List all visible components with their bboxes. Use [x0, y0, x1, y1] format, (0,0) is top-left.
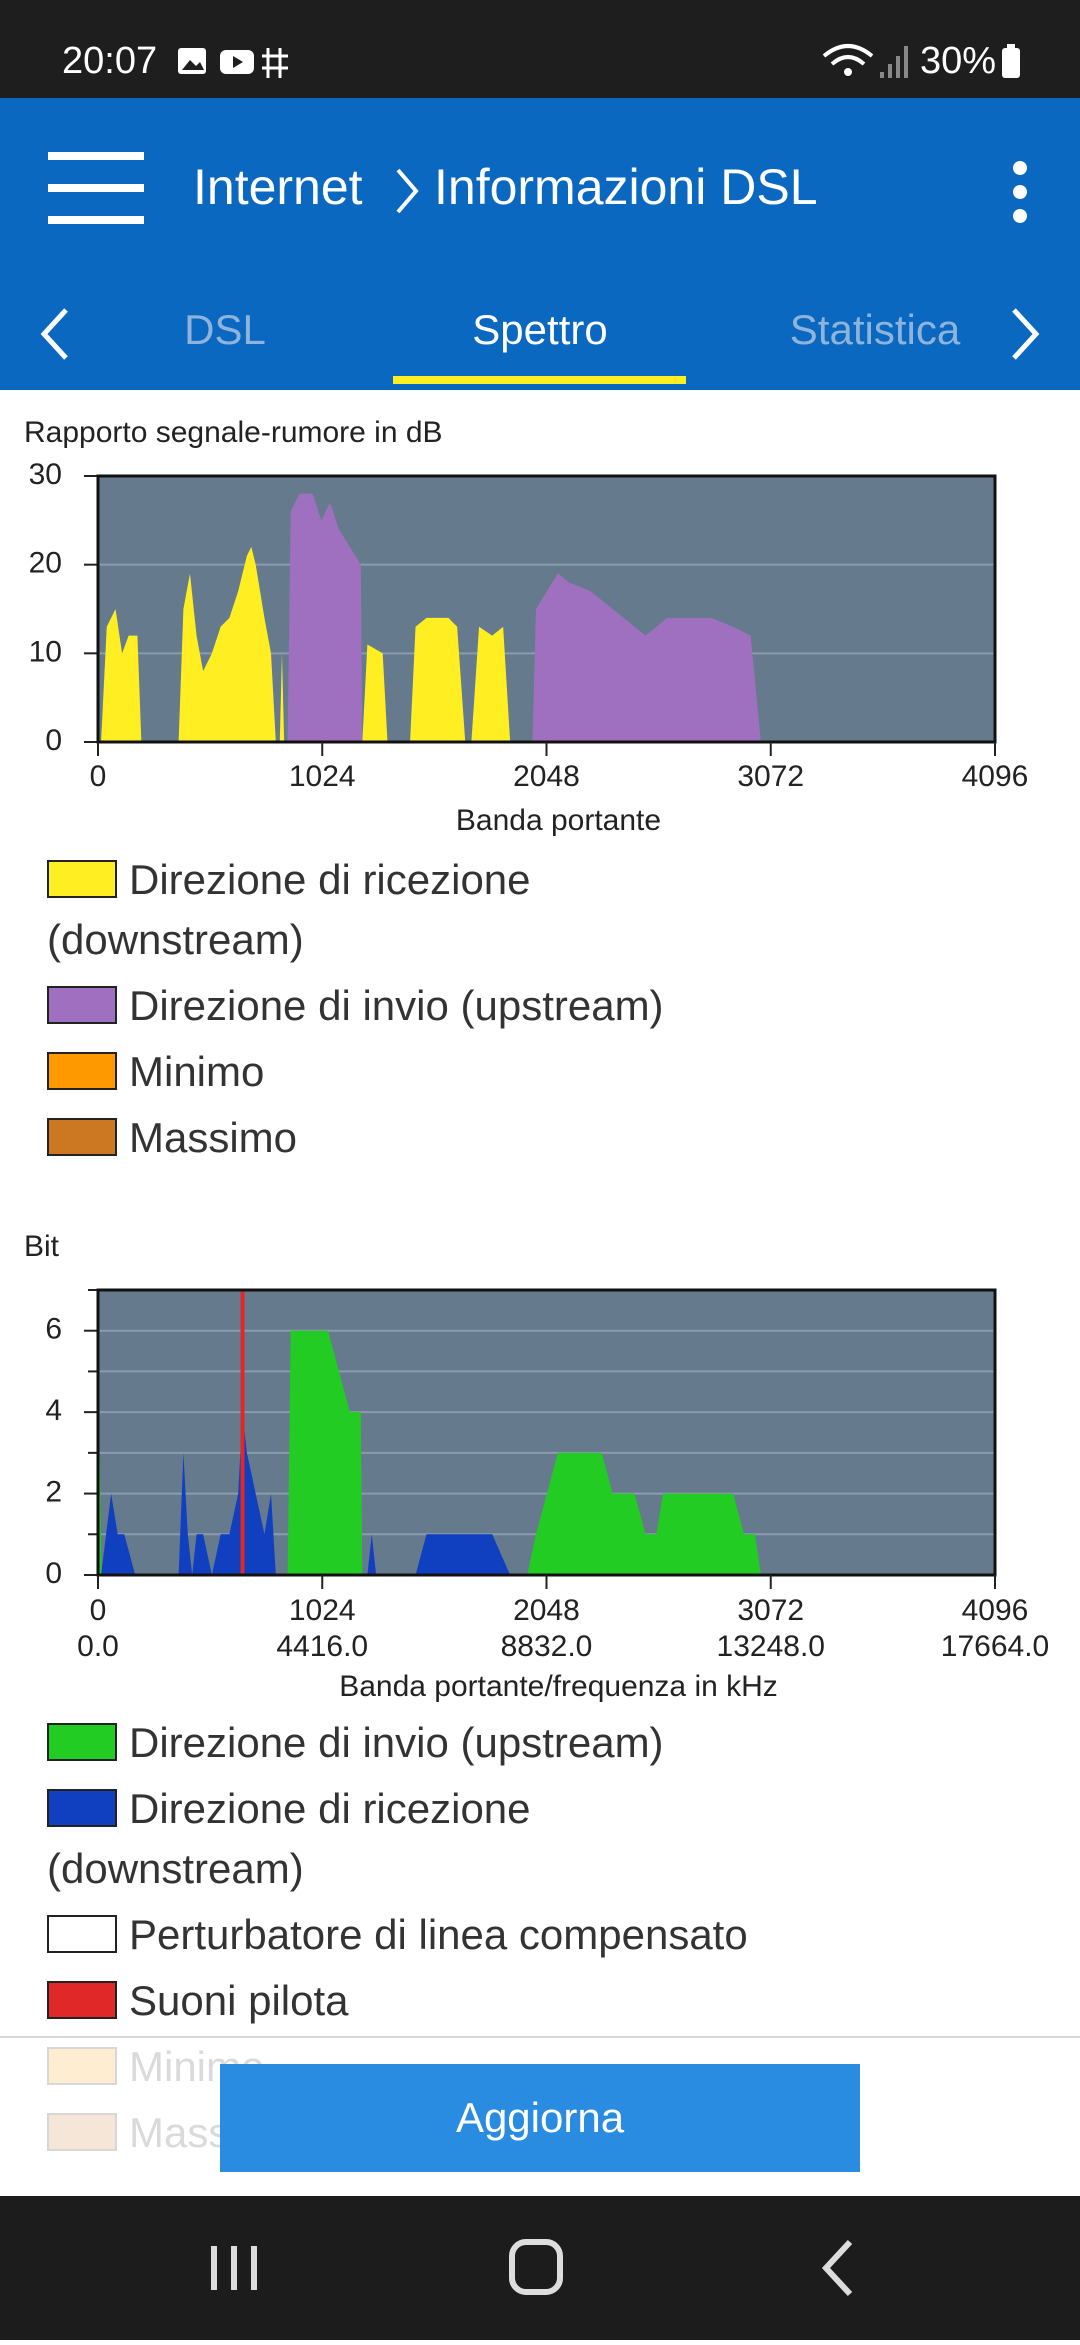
legend: Direzione di ricezione (downstream) Direz…	[47, 850, 777, 1174]
x-frequency-label: 8832.0	[501, 1630, 593, 1663]
legend-entry: Suoni pilota	[47, 1971, 777, 2031]
battery-level: 30%	[920, 40, 997, 82]
x-frequency-label: 0.0	[77, 1630, 119, 1663]
breadcrumb-section[interactable]: Internet	[193, 159, 363, 215]
tab-prev[interactable]	[38, 306, 72, 362]
legend-swatch	[47, 1915, 117, 1953]
legend-entry: Direzione di invio (upstream)	[47, 1713, 777, 1773]
app-bar: Internet Informazioni DSL DSL Spettro St…	[0, 98, 1080, 390]
x-tick-label: 4096	[962, 760, 1029, 793]
x-tick-label: 1024	[289, 760, 356, 793]
breadcrumb-chevron	[396, 168, 419, 214]
area	[101, 1412, 511, 1575]
legend-swatch	[47, 1052, 117, 1090]
legend-label: Direzione di ricezione (downstream)	[47, 856, 531, 963]
status-bar: 20:07 30%	[0, 0, 1080, 98]
legend-swatch	[47, 1789, 117, 1827]
menu-button[interactable]	[48, 150, 144, 226]
nav-icons	[211, 2239, 853, 2297]
legend-swatch	[47, 1981, 117, 2019]
legend-label: Direzione di ricezione (downstream)	[47, 1785, 531, 1892]
back-button[interactable]	[821, 2239, 853, 2297]
area	[101, 546, 511, 742]
legend-label: Direzione di invio (upstream)	[129, 1719, 664, 1766]
tab-next[interactable]	[1008, 306, 1042, 362]
x-axis-title: Banda portante/frequenza in kHz	[339, 1670, 778, 1703]
legend-swatch	[47, 986, 117, 1024]
tab[interactable]: Statistica	[789, 306, 961, 353]
x-tick-label: 4096	[962, 1594, 1029, 1627]
y-tick-label: 0	[45, 724, 62, 757]
tab[interactable]: DSL	[184, 306, 266, 353]
legend-label: Perturbatore di linea compensato	[129, 1911, 748, 1958]
tab-indicator	[393, 376, 686, 384]
signal-icons	[822, 44, 908, 78]
bottom-sheet: Aggiorna	[0, 2036, 1080, 2198]
battery-icon	[1002, 44, 1020, 78]
chart-title: Rapporto segnale-rumore in dB	[24, 416, 443, 449]
area	[287, 493, 761, 742]
x-frequency-label: 17664.0	[941, 1630, 1049, 1663]
legend-swatch	[47, 1118, 117, 1156]
legend-swatch	[47, 860, 117, 898]
x-tick-label: 3072	[737, 1594, 804, 1627]
x-tick-label: 1024	[289, 1594, 356, 1627]
clock: 20:07	[62, 40, 158, 82]
area	[98, 1330, 761, 1575]
y-tick-label: 6	[45, 1313, 62, 1346]
legend-entry: Perturbatore di linea compensato	[47, 1905, 777, 1965]
y-tick-label: 4	[45, 1394, 62, 1427]
home-button[interactable]	[509, 2239, 563, 2295]
legend-label: Massimo	[129, 1114, 298, 1161]
legend-entry: Direzione di ricezione (downstream)	[47, 850, 777, 970]
x-tick-label: 2048	[513, 1594, 580, 1627]
refresh-button[interactable]: Aggiorna	[220, 2064, 860, 2172]
navigation-bar	[0, 2196, 1080, 2340]
legend-entry: Minimo	[47, 1042, 777, 1102]
legend-label: Suoni pilota	[129, 1977, 349, 2024]
y-tick-label: 30	[29, 458, 62, 491]
legend-entry: Direzione di ricezione (downstream)	[47, 1779, 777, 1899]
page-title: Informazioni DSL	[434, 159, 818, 215]
chart-title: Bit	[24, 1230, 60, 1263]
x-tick-label: 2048	[513, 760, 580, 793]
x-tick-label: 0	[90, 760, 107, 793]
legend-label: Minimo	[129, 1048, 265, 1095]
x-tick-label: 3072	[737, 760, 804, 793]
more-button[interactable]	[1008, 160, 1032, 224]
x-frequency-label: 13248.0	[717, 1630, 825, 1663]
x-frequency-label: 4416.0	[276, 1630, 368, 1663]
recents-button[interactable]	[211, 2246, 257, 2290]
legend-swatch	[47, 1723, 117, 1761]
y-tick-label: 0	[45, 1557, 62, 1590]
y-tick-label: 10	[29, 635, 62, 668]
x-tick-label: 0	[90, 1594, 107, 1627]
x-axis-title: Banda portante	[456, 804, 661, 837]
legend-label: Direzione di invio (upstream)	[129, 982, 664, 1029]
y-tick-label: 2	[45, 1475, 62, 1508]
y-tick-label: 20	[29, 547, 62, 580]
notification-icons	[178, 48, 288, 78]
legend: Direzione di invio (upstream) Direzione d…	[47, 1713, 777, 2169]
tab-active[interactable]: Spettro	[472, 306, 608, 353]
legend-entry: Massimo	[47, 1108, 777, 1168]
legend-entry: Direzione di invio (upstream)	[47, 976, 777, 1036]
